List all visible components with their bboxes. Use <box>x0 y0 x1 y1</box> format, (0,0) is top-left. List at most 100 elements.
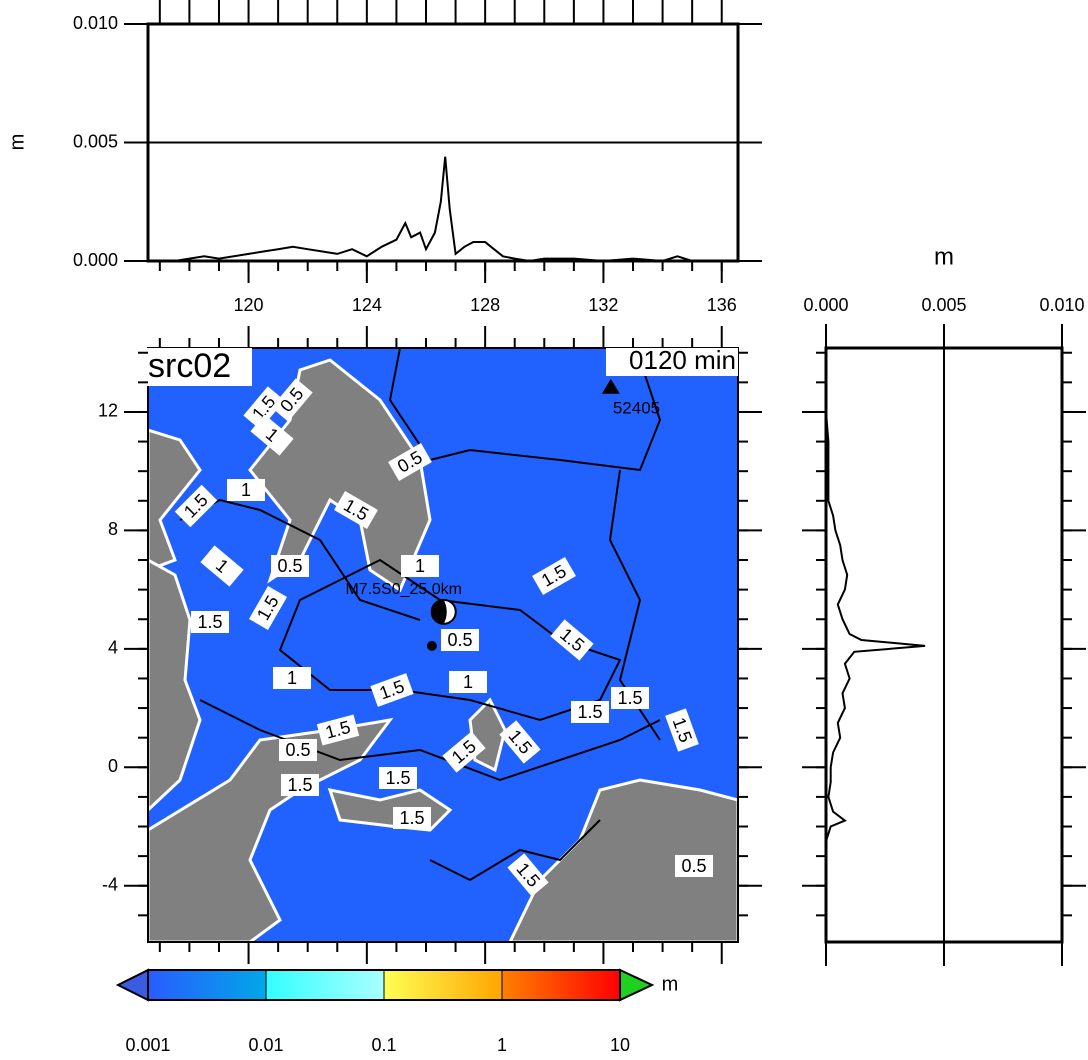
contour-label-text: 1 <box>463 672 473 692</box>
contour-label-box <box>271 378 313 422</box>
x-tick-label: 124 <box>352 295 382 315</box>
contour-label: 1 <box>227 479 265 501</box>
contour-label-box <box>273 667 311 689</box>
x-tick-label: 0.000 <box>803 295 848 315</box>
y-tick-label: 0.000 <box>73 250 118 270</box>
y-tick-label: 12 <box>98 401 118 421</box>
colorbar-tick-label: 1 <box>497 1035 507 1055</box>
title-box <box>146 348 252 386</box>
station <box>601 378 620 394</box>
point <box>426 640 437 651</box>
contour-label-box <box>507 853 549 897</box>
contour-label: 1 <box>449 671 487 693</box>
contour-label-text: 1.5 <box>287 775 312 795</box>
contour-label-box <box>611 687 649 709</box>
colorbar-under <box>115 968 149 1002</box>
contour-label: 1.5 <box>571 701 609 723</box>
contour-label-text: 1.5 <box>617 688 642 708</box>
contour-label: 1.5 <box>316 714 360 746</box>
contour-label-text: 0.5 <box>285 740 310 760</box>
contour-label: 1.5 <box>393 807 431 829</box>
colorbar-segment <box>502 970 620 1000</box>
contour-label-box <box>401 555 439 577</box>
colorbar-over <box>619 968 655 1002</box>
y-tick-label: 4 <box>108 638 118 658</box>
contour-line <box>388 348 662 472</box>
colorbar-segment <box>266 970 384 1000</box>
x-tick-label: 120 <box>234 295 264 315</box>
colorbar-tick-label: 0.001 <box>125 1035 170 1055</box>
contour-label: 1.5 <box>281 774 319 796</box>
colorbar-tick-label: 10 <box>610 1035 630 1055</box>
y-tick-label: 0.005 <box>73 131 118 151</box>
time-box <box>606 348 738 376</box>
source-label: M7.5S0_25.0km <box>345 581 462 598</box>
contour-label-box <box>334 490 378 530</box>
contour-label: 0.5 <box>441 629 479 651</box>
contour-label-box <box>316 714 360 746</box>
contour-label-box <box>550 619 594 661</box>
land-mass <box>148 558 202 813</box>
contour-label-box <box>675 855 713 877</box>
contour-label-box <box>571 701 609 723</box>
contour-label-box <box>243 386 285 430</box>
side-x-label: m <box>934 243 954 270</box>
contour-label-text: 0.5 <box>277 556 302 576</box>
contour-label: 1 <box>200 545 244 587</box>
contour-label-text: 1 <box>415 556 425 576</box>
contour-label-box <box>393 807 431 829</box>
contour-label-box <box>250 414 294 456</box>
contour-label-text: 0.5 <box>681 856 706 876</box>
contour-label: 1.5 <box>611 687 649 709</box>
contour-label-box <box>248 586 288 630</box>
contour-label-text: 1.5 <box>399 808 424 828</box>
contour-label: 0.5 <box>675 855 713 877</box>
contour-line <box>429 819 601 882</box>
colorbar-segment <box>148 970 266 1000</box>
station-label: 52405 <box>613 398 660 417</box>
contour-label-box <box>191 611 229 633</box>
contour-label-box <box>379 767 417 789</box>
land-mass <box>508 778 738 942</box>
y-tick-label: 8 <box>108 519 118 539</box>
time-label: 0120 min <box>629 345 736 375</box>
x-tick-label: 136 <box>707 295 737 315</box>
contour-label-box <box>281 774 319 796</box>
contour-label-box <box>665 708 699 752</box>
contour-label-text: 1.5 <box>385 768 410 788</box>
contour-label-box <box>441 629 479 651</box>
contour-label-box <box>227 479 265 501</box>
contour-label: 1 <box>401 555 439 577</box>
y-tick-label: -4 <box>102 874 118 894</box>
contour-label: 1 <box>273 667 311 689</box>
y-tick-label: 0 <box>108 756 118 776</box>
contour-label-box <box>271 555 309 577</box>
contour-label: 1.5 <box>191 611 229 633</box>
series-line <box>825 367 926 916</box>
map-title: src02 <box>148 347 231 385</box>
contour-label-box <box>174 484 218 528</box>
land-mass <box>148 428 202 572</box>
x-tick-label: 0.010 <box>1039 295 1084 315</box>
map-area: 1.50.510.511.5 1.51 0.5 11.51.51.50.5 1.51 1.… <box>148 348 738 942</box>
contour-label-box <box>442 731 486 773</box>
contour-label: 0.5 <box>279 739 317 761</box>
contour-label-box <box>388 442 432 482</box>
contour-label-text: 1.5 <box>577 702 602 722</box>
contour-label-text: 1 <box>241 480 251 500</box>
contour-label-text: 0.5 <box>447 630 472 650</box>
contour-label-text: 1.5 <box>197 612 222 632</box>
contour-label-box <box>279 739 317 761</box>
contour-label-box <box>499 720 541 764</box>
map-frame <box>147 347 739 943</box>
contour-label: 1.5 <box>379 767 417 789</box>
colorbar-segment <box>384 970 502 1000</box>
contour-label-box <box>449 671 487 693</box>
x-tick-label: 132 <box>588 295 618 315</box>
colorbar-tick-label: 0.01 <box>248 1035 283 1055</box>
series-line <box>174 156 722 263</box>
contour-label-text: 1 <box>287 668 297 688</box>
colorbar-tick-label: 0.1 <box>371 1035 396 1055</box>
y-tick-label: 0.010 <box>73 13 118 33</box>
